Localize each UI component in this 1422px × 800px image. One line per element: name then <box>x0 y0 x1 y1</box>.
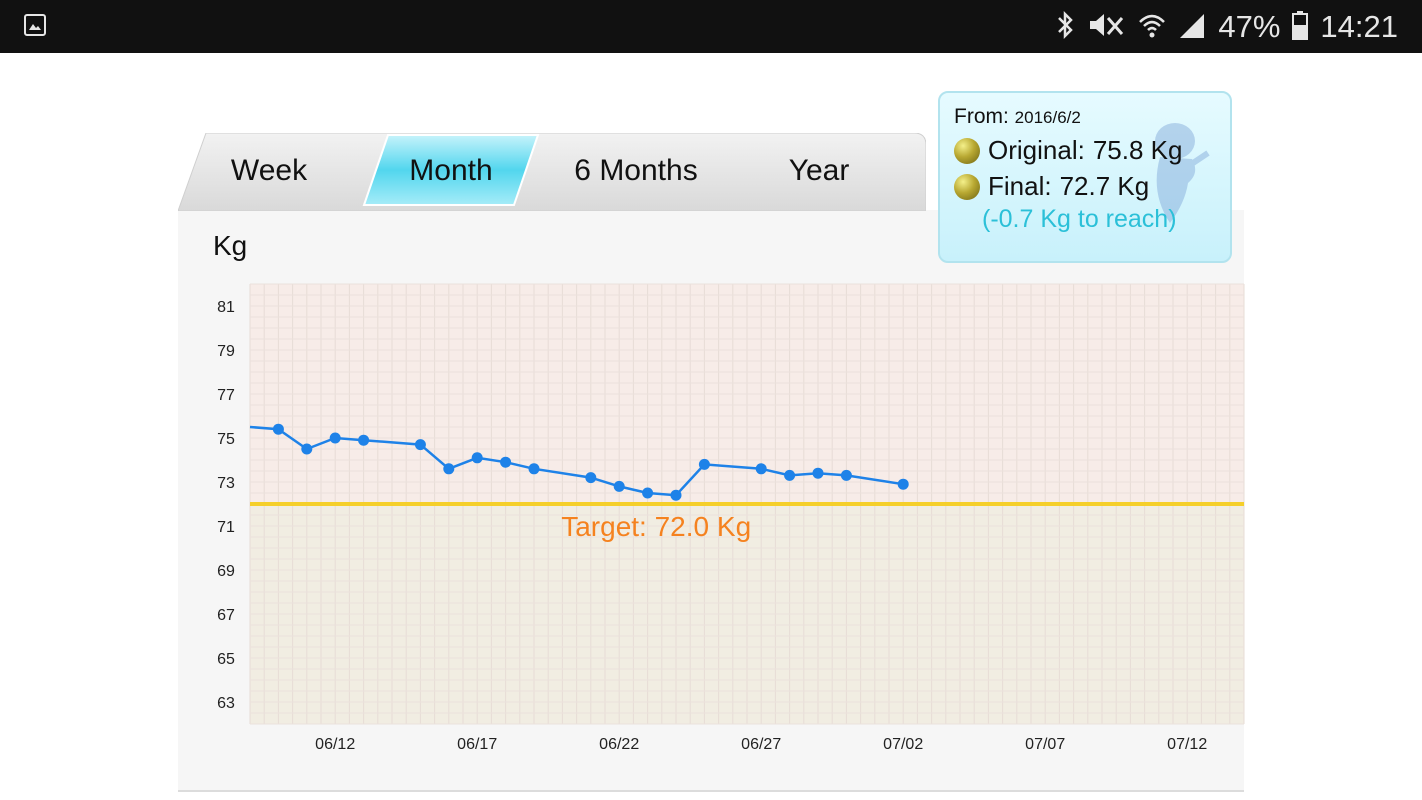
y-tick-label: 71 <box>217 519 235 536</box>
ball-icon <box>954 173 980 200</box>
y-tick-label: 81 <box>217 299 235 316</box>
data-point <box>812 467 824 479</box>
data-point <box>585 472 597 484</box>
data-point <box>670 489 682 501</box>
x-tick-label: 06/27 <box>741 736 781 753</box>
tab-6-months-label: 6 Months <box>574 154 698 187</box>
data-point <box>301 443 313 455</box>
x-tick-label: 07/12 <box>1167 736 1207 753</box>
x-tick-label: 06/12 <box>315 736 355 753</box>
x-tick-label: 06/17 <box>457 736 497 753</box>
data-point <box>642 487 654 499</box>
y-tick-label: 75 <box>217 431 235 448</box>
status-bar: 47% 14:21 <box>0 0 1422 53</box>
wifi-icon <box>1138 10 1166 44</box>
tab-month[interactable]: Month <box>376 133 526 209</box>
status-icons: 47% 14:21 <box>1056 0 1398 53</box>
final-label: Final: <box>988 171 1052 201</box>
data-point <box>471 452 483 464</box>
y-tick-label: 77 <box>217 387 235 404</box>
data-point <box>698 458 710 470</box>
period-tabs: Week Month 6 Months Year <box>178 133 926 211</box>
tab-year[interactable]: Year <box>744 133 894 209</box>
tab-week[interactable]: Week <box>194 133 344 209</box>
y-axis-unit: Kg <box>213 230 248 261</box>
data-point <box>755 463 767 475</box>
data-point <box>443 463 455 475</box>
bluetooth-icon <box>1056 10 1074 44</box>
battery-icon <box>1292 10 1309 44</box>
data-point <box>414 439 426 451</box>
card-border <box>926 262 1244 282</box>
data-point <box>500 456 512 468</box>
data-point <box>784 469 796 481</box>
tab-month-label: Month <box>409 154 493 187</box>
original-weight-row: Original: 75.8 Kg <box>954 135 1182 166</box>
x-tick-label: 06/22 <box>599 736 639 753</box>
summary-card: From: 2016/6/2 Original: 75.8 Kg Final: … <box>938 91 1232 263</box>
y-tick-label: 65 <box>217 651 235 668</box>
to-reach-text: (-0.7 Kg to reach) <box>982 205 1177 233</box>
from-date: 2016/6/2 <box>1014 108 1081 127</box>
data-point <box>272 423 284 435</box>
y-tick-label: 79 <box>217 343 235 360</box>
data-point <box>840 469 852 481</box>
tab-week-label: Week <box>230 154 308 187</box>
signal-icon <box>1178 10 1206 44</box>
target-label: Target: 72.0 Kg <box>561 511 751 542</box>
data-point <box>329 432 341 444</box>
from-text: From: <box>954 105 1009 128</box>
original-value: 75.8 Kg <box>1092 135 1183 165</box>
data-point <box>613 480 625 492</box>
tab-6-months[interactable]: 6 Months <box>556 133 716 209</box>
mascot-icon <box>1155 123 1210 223</box>
x-tick-label: 07/07 <box>1025 736 1065 753</box>
y-tick-label: 63 <box>217 695 235 712</box>
from-label: From: 2016/6/2 <box>954 105 1081 129</box>
data-point <box>358 434 370 446</box>
tab-bar-background <box>178 133 926 211</box>
x-tick-label: 07/02 <box>883 736 923 753</box>
y-tick-label: 73 <box>217 475 235 492</box>
mute-icon <box>1086 10 1126 44</box>
final-value: 72.7 Kg <box>1059 171 1150 201</box>
tab-year-label: Year <box>788 154 850 187</box>
y-tick-label: 67 <box>217 607 235 624</box>
gallery-icon <box>24 14 46 36</box>
y-tick-label: 69 <box>217 563 235 580</box>
original-label: Original: <box>988 135 1085 165</box>
clock: 14:21 <box>1320 8 1398 44</box>
data-point <box>897 478 909 490</box>
data-point <box>528 463 540 475</box>
ball-icon <box>954 137 980 164</box>
battery-percent: 47% <box>1218 8 1281 44</box>
final-weight-row: Final: 72.7 Kg <box>954 171 1149 202</box>
